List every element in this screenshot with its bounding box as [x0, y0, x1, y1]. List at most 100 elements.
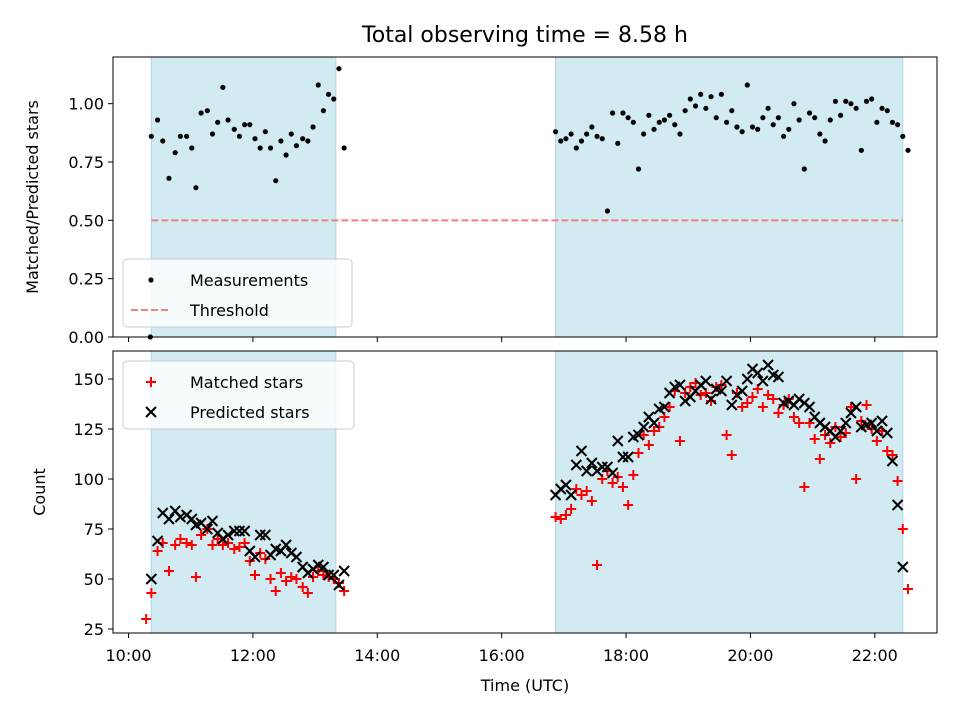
- measurement-point: [889, 119, 896, 125]
- predicted-star-point: [612, 435, 624, 447]
- measurement-point: [599, 136, 605, 142]
- predicted-star-point: [163, 513, 175, 525]
- predicted-star-point: [674, 379, 686, 391]
- measurement-point: [209, 131, 216, 137]
- ratio-y-tick-label: 0.75: [68, 153, 104, 172]
- x-axis-label: Time (UTC): [480, 676, 569, 695]
- matched-star-point: [799, 482, 810, 492]
- measurement-point: [739, 129, 745, 135]
- count-plot-frame: [112, 350, 938, 634]
- measurement-point: [806, 110, 813, 116]
- matched-star-point: [576, 490, 587, 500]
- measurement-point: [703, 105, 709, 111]
- predicted-star-point: [249, 551, 261, 563]
- measurement-point: [310, 124, 316, 130]
- matched-star-point: [297, 582, 308, 592]
- measurement-point: [589, 124, 595, 130]
- measurement-point: [236, 133, 243, 139]
- predicted-star-point: [328, 569, 340, 581]
- matched-star-point: [212, 534, 223, 544]
- measurement-point: [765, 105, 771, 111]
- predicted-star-point: [726, 399, 738, 411]
- measurement-point: [177, 133, 183, 139]
- predicted-star-point: [254, 529, 266, 541]
- measurement-point: [183, 133, 190, 139]
- ratio-y-tick-label: 0.50: [68, 211, 104, 230]
- predicted-star-point: [865, 417, 878, 429]
- measurement-point: [822, 138, 828, 144]
- measurement-point: [692, 103, 699, 109]
- matched-star-point: [170, 540, 181, 550]
- measurement-point: [215, 119, 221, 125]
- predicted-star-point: [586, 457, 598, 469]
- matched-star-point: [291, 574, 302, 584]
- legend-matched-marker: [146, 377, 156, 387]
- measurement-point: [651, 126, 657, 132]
- measurement-point: [625, 115, 631, 121]
- ratio-panel: 0.00 0.25 0.50 0.75 1.00 Matched/Predicted st…: [23, 56, 938, 347]
- matched-star-point: [265, 574, 276, 584]
- predicted-star-point: [206, 515, 219, 527]
- count-x-tick-label: 20:00: [727, 646, 773, 665]
- count-observing-window-band: [555, 350, 904, 634]
- matched-star-point: [788, 412, 799, 422]
- measurement-point: [252, 136, 258, 142]
- measurement-point: [305, 138, 311, 144]
- predicted-star-point: [201, 523, 214, 535]
- predicted-star-point: [803, 401, 816, 413]
- measurement-point: [749, 124, 756, 130]
- matched-star-point: [318, 570, 329, 580]
- measurement-point: [160, 138, 166, 144]
- matched-star-point: [229, 544, 240, 554]
- matched-star-point: [773, 408, 784, 418]
- matched-star-point: [270, 586, 281, 596]
- predicted-star-point: [186, 513, 198, 525]
- measurement-point: [172, 150, 178, 156]
- count-y-tick-label: 75: [84, 520, 104, 539]
- measurement-point: [278, 138, 284, 144]
- measurement-point: [666, 112, 673, 118]
- measurement-point: [331, 96, 337, 102]
- measurement-point: [801, 166, 807, 172]
- measurement-point: [267, 145, 274, 151]
- count-y-tick-label: 150: [73, 370, 104, 389]
- ratio-legend: Measurements Threshold: [122, 258, 353, 328]
- matched-star-point: [146, 588, 157, 598]
- measurement-point: [325, 91, 332, 97]
- predicted-star-point: [720, 375, 733, 387]
- measurement-point: [755, 126, 761, 132]
- predicted-star-point: [317, 561, 330, 573]
- measurement-point: [698, 91, 704, 97]
- count-y-tick-label: 100: [73, 470, 104, 489]
- measurement-point: [895, 122, 901, 128]
- measurement-point: [198, 110, 204, 116]
- count-legend-label: Predicted stars: [190, 403, 310, 422]
- measurement-point: [827, 117, 833, 123]
- matched-star-point: [571, 484, 582, 494]
- measurement-point: [288, 131, 294, 137]
- measurement-point: [273, 178, 279, 184]
- matched-star-point: [871, 436, 882, 446]
- matched-star-point: [763, 390, 774, 400]
- ratio-legend-box: [122, 258, 353, 328]
- predicted-star-point: [570, 459, 583, 471]
- measurement-point: [293, 143, 300, 149]
- measurement-point: [341, 145, 347, 151]
- matched-star-point: [747, 392, 758, 402]
- predicted-star-point: [280, 539, 292, 551]
- predicted-star-point: [174, 511, 187, 523]
- count-x-tick-label: 16:00: [479, 646, 525, 665]
- predicted-star-point: [637, 421, 650, 433]
- measurement-point: [713, 115, 719, 121]
- measurement-point: [204, 108, 210, 114]
- matched-star-point: [643, 440, 654, 450]
- matched-star-point: [851, 474, 862, 484]
- matched-star-point: [861, 400, 872, 410]
- measurement-point: [791, 101, 797, 107]
- matched-star-point: [286, 572, 297, 582]
- measurement-point: [630, 119, 636, 125]
- ratio-y-tick-label: 0.25: [68, 270, 104, 289]
- measurement-point: [843, 98, 849, 104]
- predicted-star-point: [876, 415, 888, 427]
